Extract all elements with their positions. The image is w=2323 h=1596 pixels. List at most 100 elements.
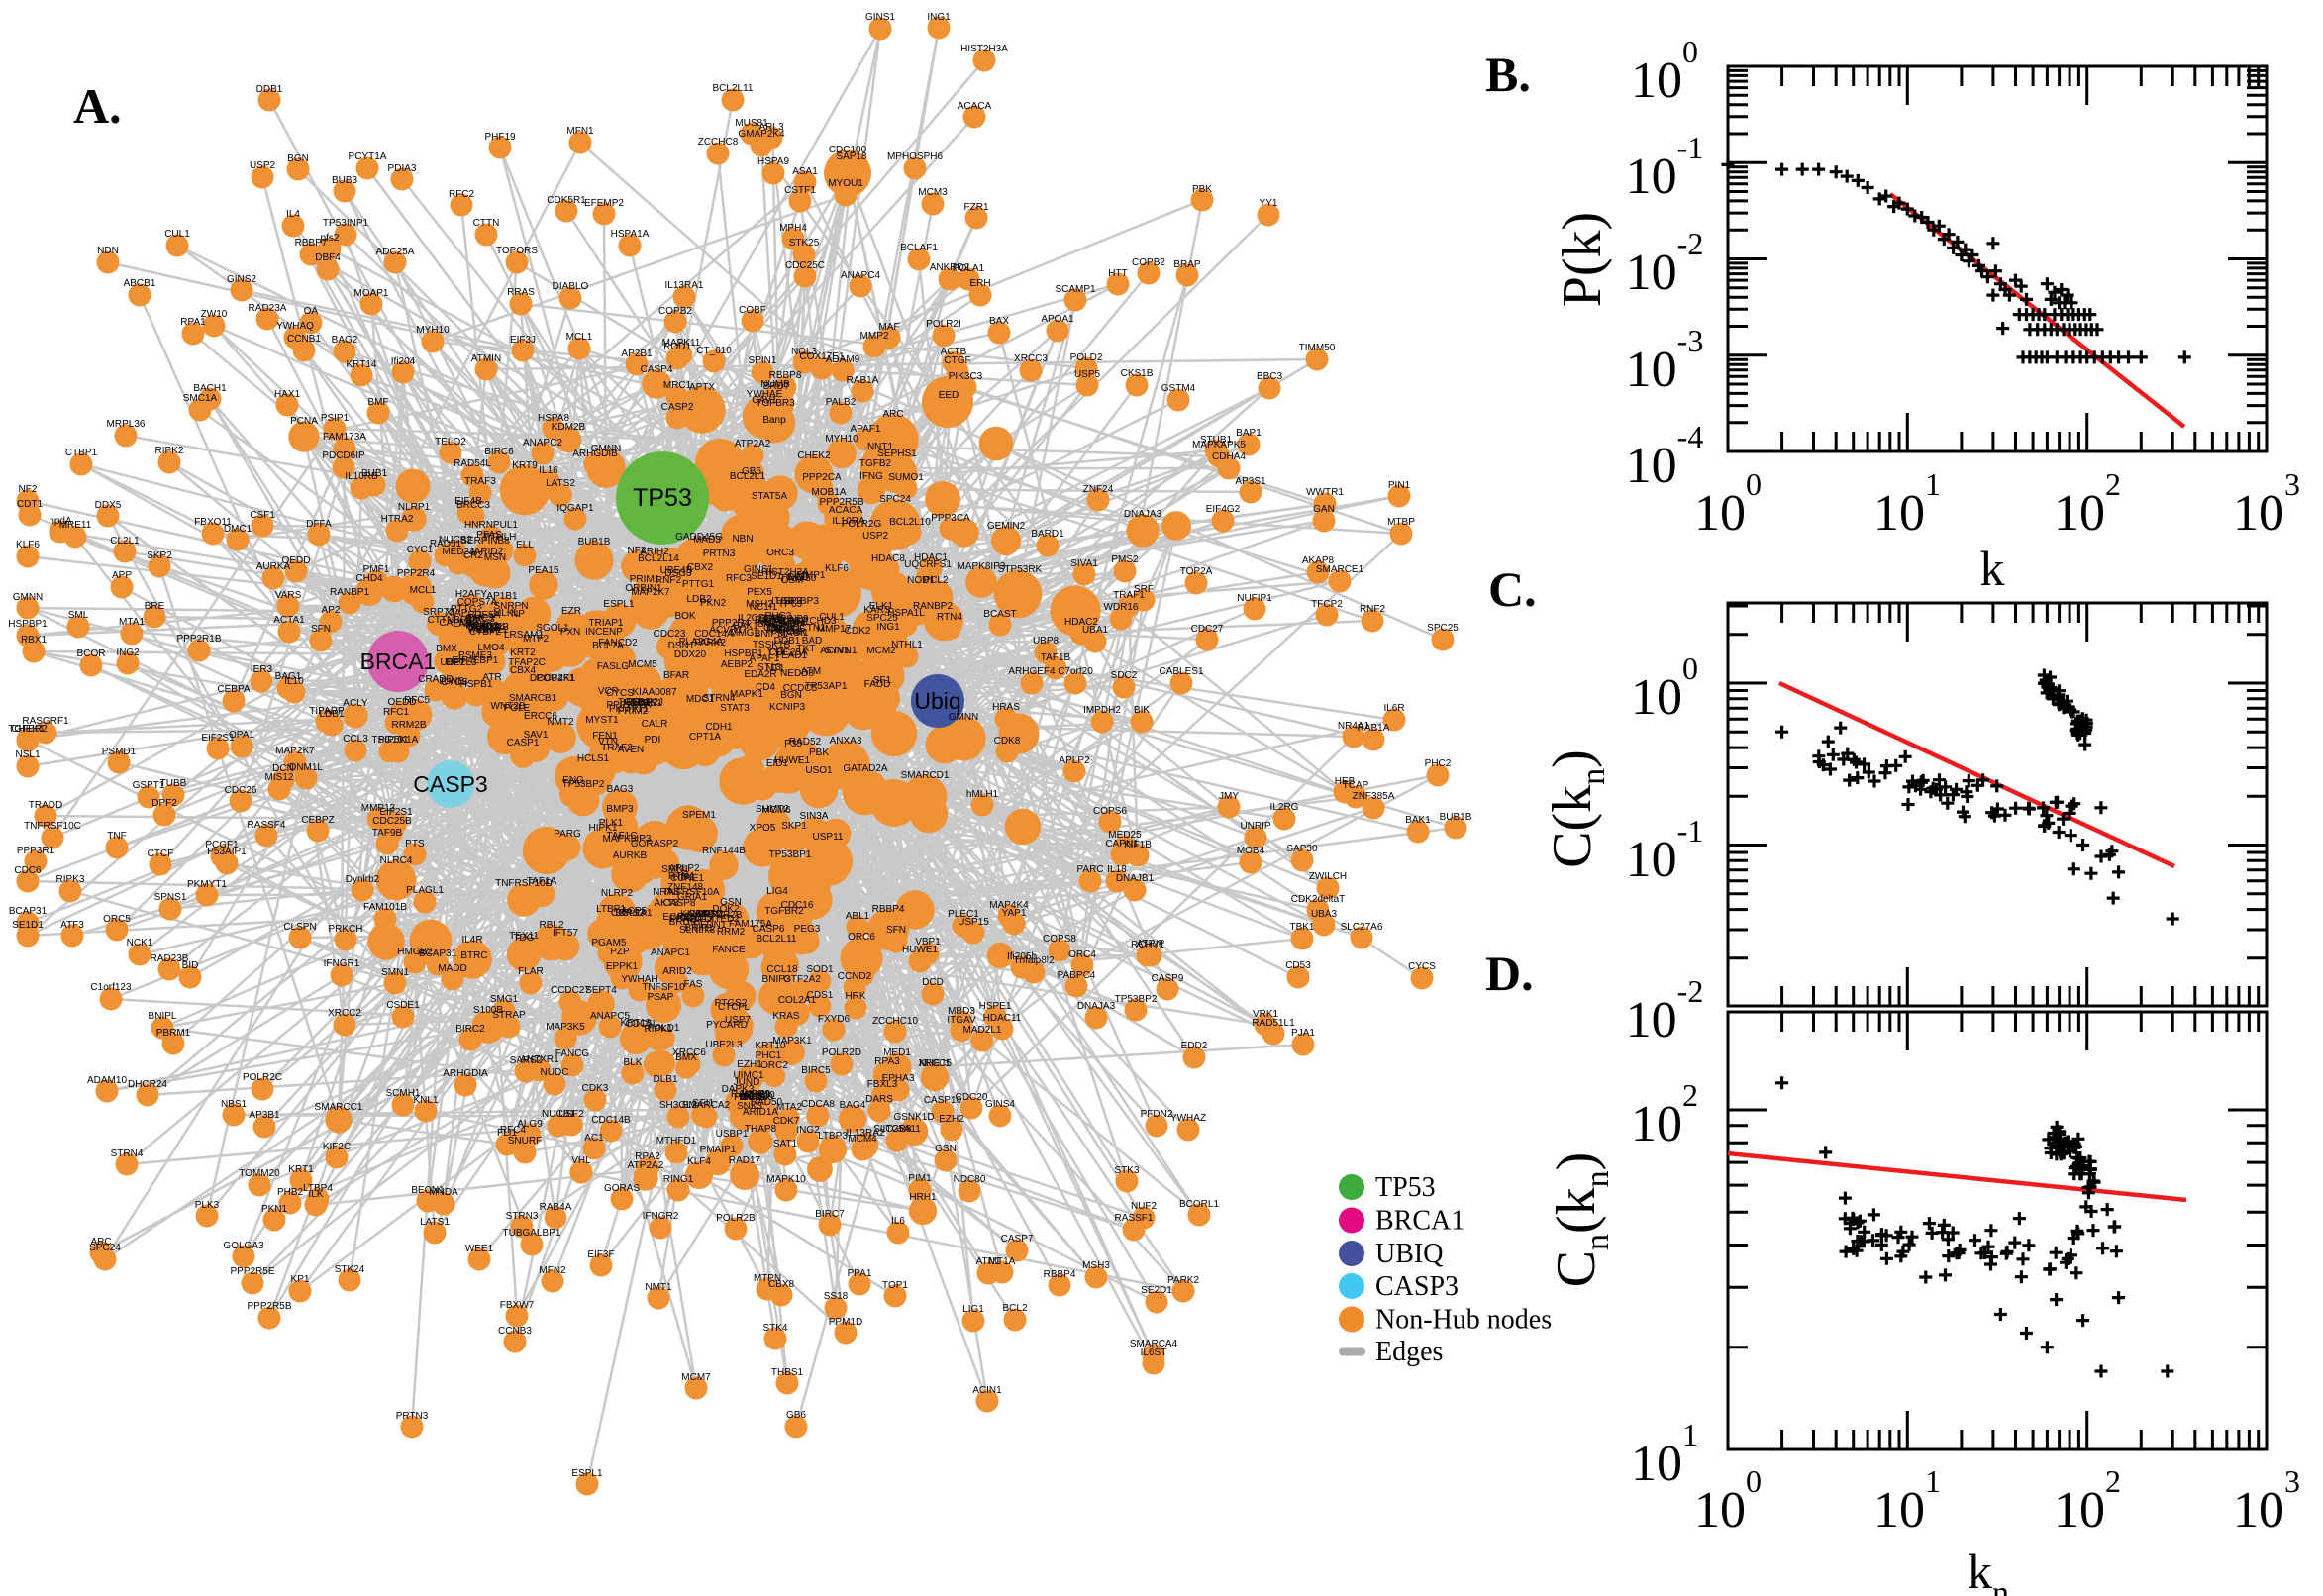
svg-text:CEBPZ: CEBPZ (301, 815, 334, 826)
svg-text:CCDC27: CCDC27 (551, 985, 590, 996)
svg-text:PTTG1: PTTG1 (682, 579, 715, 590)
svg-text:10-1: 10-1 (1626, 813, 1704, 888)
svg-text:RAB1A: RAB1A (847, 375, 879, 386)
svg-text:DNM1L: DNM1L (289, 762, 323, 773)
svg-text:BAG1: BAG1 (275, 671, 302, 682)
svg-text:ILK: ILK (308, 1189, 323, 1200)
svg-text:MAPK10: MAPK10 (766, 1174, 806, 1185)
svg-text:DDX5: DDX5 (95, 500, 122, 511)
svg-text:TSG101: TSG101 (371, 735, 409, 746)
svg-text:101: 101 (1873, 466, 1941, 542)
svg-text:PHB2: PHB2 (277, 1187, 304, 1198)
svg-text:UBP8: UBP8 (1033, 636, 1060, 647)
svg-text:YAP1: YAP1 (1002, 908, 1027, 919)
svg-text:RBL2: RBL2 (539, 920, 563, 931)
svg-text:XRCC6: XRCC6 (672, 1047, 706, 1058)
svg-text:PHF19: PHF19 (484, 132, 516, 143)
svg-text:ORC6: ORC6 (848, 932, 875, 943)
svg-text:SERPINB8: SERPINB8 (460, 536, 510, 547)
svg-text:APP: APP (112, 570, 132, 581)
svg-text:MPH4: MPH4 (779, 223, 807, 234)
svg-text:BRCA1: BRCA1 (1375, 1206, 1464, 1237)
svg-text:IER3: IER3 (251, 664, 273, 675)
svg-text:NMT1: NMT1 (645, 1282, 672, 1293)
svg-text:SPEM1: SPEM1 (682, 810, 716, 821)
svg-text:RFC3: RFC3 (726, 573, 753, 584)
svg-text:MT1A: MT1A (989, 1256, 1016, 1267)
svg-text:MAD3: MAD3 (693, 535, 721, 546)
svg-text:UNRIP: UNRIP (1240, 821, 1270, 832)
svg-text:103: 103 (2233, 466, 2300, 542)
svg-text:CASP6: CASP6 (753, 924, 785, 935)
svg-text:CASP3: CASP3 (1375, 1271, 1459, 1302)
svg-text:CAV1: CAV1 (752, 395, 777, 406)
svg-text:ARID2: ARID2 (662, 966, 692, 977)
svg-text:SLC25A11: SLC25A11 (873, 1124, 921, 1135)
svg-text:TOMM20: TOMM20 (239, 1168, 280, 1179)
svg-text:100: 100 (1631, 650, 1698, 726)
svg-text:BCL2: BCL2 (1002, 1303, 1027, 1314)
svg-text:RBBP4: RBBP4 (1044, 1269, 1076, 1280)
svg-text:RPA1: RPA1 (180, 317, 206, 328)
svg-text:SLC27A6: SLC27A6 (1341, 922, 1383, 933)
svg-text:CASP4: CASP4 (641, 364, 673, 375)
svg-text:BMX: BMX (436, 644, 457, 654)
svg-text:BCAST: BCAST (983, 609, 1016, 620)
svg-text:CUL1: CUL1 (164, 229, 190, 240)
svg-text:MYST1: MYST1 (585, 715, 619, 726)
svg-text:ARC: ARC (882, 409, 903, 420)
svg-text:Ubiq: Ubiq (914, 688, 960, 714)
svg-text:KRT14: KRT14 (347, 359, 377, 370)
svg-text:EZH2: EZH2 (939, 1114, 964, 1125)
svg-text:APTX: APTX (689, 382, 715, 393)
svg-text:AP2B1: AP2B1 (621, 349, 653, 359)
svg-text:TP53: TP53 (1375, 1172, 1436, 1203)
svg-text:NMT2: NMT2 (547, 717, 574, 728)
svg-text:IL16: IL16 (539, 465, 558, 476)
svg-text:PEX5: PEX5 (747, 587, 772, 598)
svg-text:IL4: IL4 (286, 209, 300, 220)
svg-text:GOLGA3: GOLGA3 (223, 1241, 264, 1251)
svg-text:k: k (1980, 541, 2005, 596)
svg-text:PMAIP1: PMAIP1 (700, 1145, 737, 1155)
svg-text:KRT1: KRT1 (288, 1164, 314, 1175)
svg-text:ORC5: ORC5 (103, 914, 131, 925)
svg-text:GRIA1: GRIA1 (677, 892, 707, 903)
svg-text:TRIAP1: TRIAP1 (588, 618, 623, 629)
svg-text:DCD: DCD (787, 572, 809, 583)
svg-text:CDCA8: CDCA8 (801, 1099, 835, 1110)
svg-text:ATP2A2: ATP2A2 (735, 439, 771, 449)
svg-text:ING2: ING2 (116, 648, 140, 658)
svg-text:BCAP31: BCAP31 (9, 906, 48, 917)
svg-text:RAD23B: RAD23B (151, 953, 189, 964)
svg-text:POLR2C: POLR2C (243, 1072, 282, 1083)
svg-text:PIK3C3: PIK3C3 (949, 371, 983, 382)
svg-text:MAP3K5: MAP3K5 (546, 1022, 585, 1033)
svg-text:NUF2: NUF2 (1131, 1201, 1158, 1212)
svg-text:BAG2: BAG2 (332, 335, 358, 346)
svg-text:NF2: NF2 (19, 484, 38, 495)
svg-text:STAT3: STAT3 (720, 703, 750, 714)
svg-text:PCYT1A: PCYT1A (349, 151, 387, 162)
svg-text:CDK7: CDK7 (773, 1116, 800, 1127)
svg-text:NRAS: NRAS (653, 887, 680, 898)
svg-text:A.: A. (73, 78, 122, 134)
svg-text:PARK2: PARK2 (1167, 1275, 1199, 1286)
svg-text:Edges: Edges (1375, 1337, 1443, 1367)
svg-text:RAD23A: RAD23A (249, 303, 287, 314)
svg-text:SAP18: SAP18 (836, 151, 867, 162)
svg-text:HSPE1: HSPE1 (979, 1001, 1012, 1012)
svg-text:DNAJA3: DNAJA3 (1077, 1001, 1116, 1012)
svg-text:TNFRSF10C: TNFRSF10C (24, 821, 81, 832)
svg-text:PTGS2: PTGS2 (715, 998, 748, 1009)
svg-text:EFEMP2: EFEMP2 (584, 198, 624, 209)
svg-text:RAB1A: RAB1A (1358, 723, 1390, 734)
svg-text:CPT1A: CPT1A (689, 732, 722, 743)
svg-text:ATMIN: ATMIN (471, 353, 501, 364)
svg-text:BIRC7: BIRC7 (815, 1209, 845, 1220)
svg-text:10-2: 10-2 (1626, 973, 1704, 1048)
svg-text:MRC1: MRC1 (663, 380, 692, 391)
svg-text:WDR16: WDR16 (1103, 602, 1138, 613)
svg-text:COPS8: COPS8 (1043, 934, 1076, 945)
svg-text:RIPK3: RIPK3 (56, 874, 85, 885)
